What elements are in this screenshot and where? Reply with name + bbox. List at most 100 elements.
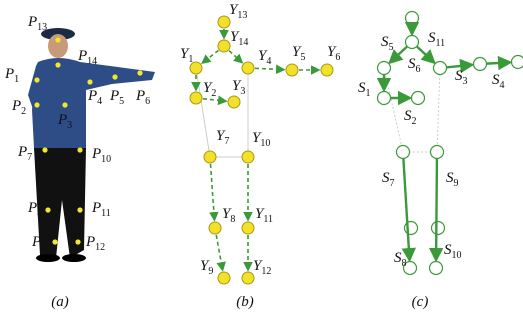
keypoint xyxy=(75,239,80,244)
joint xyxy=(242,151,254,163)
label-sub: 6 xyxy=(145,96,150,107)
joint xyxy=(218,40,230,52)
label-sub: 2 xyxy=(211,88,216,99)
label-base: P xyxy=(85,234,95,250)
arrow xyxy=(447,65,472,68)
label-sub: 5 xyxy=(389,42,394,53)
arrow xyxy=(417,47,434,63)
joint xyxy=(430,262,443,275)
joint xyxy=(242,62,254,74)
label-sub: 10 xyxy=(452,250,462,261)
label-sub: 11 xyxy=(101,208,111,219)
label-base: P xyxy=(31,234,41,250)
label-sub: 9 xyxy=(41,242,46,253)
label-sub: 2 xyxy=(21,106,26,117)
arrow xyxy=(202,50,218,63)
joint-label: S10 xyxy=(444,242,462,261)
joint-label: Y12 xyxy=(253,258,271,277)
keypoint xyxy=(45,207,50,212)
arrow xyxy=(436,159,437,260)
joint xyxy=(406,36,419,49)
label-sub: 4 xyxy=(266,56,271,67)
joint-label: S4 xyxy=(492,72,505,91)
joint xyxy=(209,222,221,234)
joint xyxy=(512,56,523,69)
label-base: P xyxy=(91,146,101,162)
joint-label: S5 xyxy=(381,34,394,53)
keypoint xyxy=(87,79,92,84)
label-sub: 6 xyxy=(335,52,340,63)
joint-label: S7 xyxy=(382,170,395,189)
arrow xyxy=(255,68,284,69)
label-sub: 3 xyxy=(67,120,72,131)
label-sub: 7 xyxy=(27,152,32,163)
arrow xyxy=(216,235,222,270)
joint-label: Y9 xyxy=(200,258,213,277)
joint xyxy=(412,92,425,105)
joint xyxy=(321,64,333,76)
figure: (a) (b) (c) P13P14P1P4P5P6P2P3P7P10P8P11… xyxy=(0,0,523,322)
label-base: P xyxy=(27,200,37,216)
label-base: P xyxy=(17,144,27,160)
joint xyxy=(434,62,447,75)
label-sub: 8 xyxy=(402,258,407,269)
joint xyxy=(397,146,410,159)
joint-label: Y11 xyxy=(255,206,273,225)
joint-label: Y13 xyxy=(229,2,247,21)
label-sub: 7 xyxy=(224,136,229,147)
label-sub: 9 xyxy=(208,266,213,277)
joint xyxy=(190,92,202,104)
label-sub: 1 xyxy=(14,74,19,85)
caption: (c) xyxy=(412,294,429,310)
joint-label: Y2 xyxy=(203,80,216,99)
joint-label: Y1 xyxy=(180,46,193,65)
joint xyxy=(431,146,444,159)
label-sub: 8 xyxy=(37,208,42,219)
joint-label: P2 xyxy=(11,98,26,117)
joint-label: Y7 xyxy=(216,128,229,147)
keypoint xyxy=(52,239,57,244)
joint-label: Y5 xyxy=(292,44,305,63)
label-base: P xyxy=(135,88,145,104)
label-sub: 11 xyxy=(263,214,273,225)
joint-label: Y10 xyxy=(252,130,270,149)
joint-label: Y6 xyxy=(327,44,340,63)
label-sub: 10 xyxy=(101,154,111,165)
joint-label: S6 xyxy=(408,56,421,75)
joint xyxy=(378,62,391,75)
keypoint xyxy=(77,147,82,152)
joint-label: S2 xyxy=(404,108,417,127)
joint-label: P6 xyxy=(135,88,150,107)
label-sub: 2 xyxy=(412,116,417,127)
joint-label: P4 xyxy=(87,88,102,107)
label-base: P xyxy=(11,98,21,114)
label-sub: 3 xyxy=(240,86,245,97)
joint-label: P5 xyxy=(109,88,124,107)
label-sub: 4 xyxy=(97,96,102,107)
label-sub: 14 xyxy=(238,37,248,48)
joint-label: Y14 xyxy=(230,29,248,48)
keypoint xyxy=(34,102,39,107)
caption: (a) xyxy=(51,294,69,310)
joint xyxy=(242,222,254,234)
caption: (b) xyxy=(236,294,254,310)
joint xyxy=(204,151,216,163)
joint-label: P10 xyxy=(91,146,111,165)
joint-label: Y4 xyxy=(258,48,271,67)
joint-label: S3 xyxy=(455,68,468,87)
joint-label: S11 xyxy=(428,30,445,49)
keypoint xyxy=(112,74,117,79)
label-base: P xyxy=(91,200,101,216)
label-base: P xyxy=(4,66,14,82)
joint-label: P7 xyxy=(17,144,32,163)
arrow xyxy=(229,51,242,63)
label-sub: 9 xyxy=(454,178,459,189)
keypoint xyxy=(62,102,67,107)
arrow xyxy=(210,164,214,220)
label-sub: 6 xyxy=(416,64,421,75)
label-base: P xyxy=(27,14,37,30)
joint-label: Y8 xyxy=(222,206,235,225)
joint-label: P11 xyxy=(91,200,111,219)
arrow xyxy=(403,159,409,260)
arrow xyxy=(487,62,510,63)
